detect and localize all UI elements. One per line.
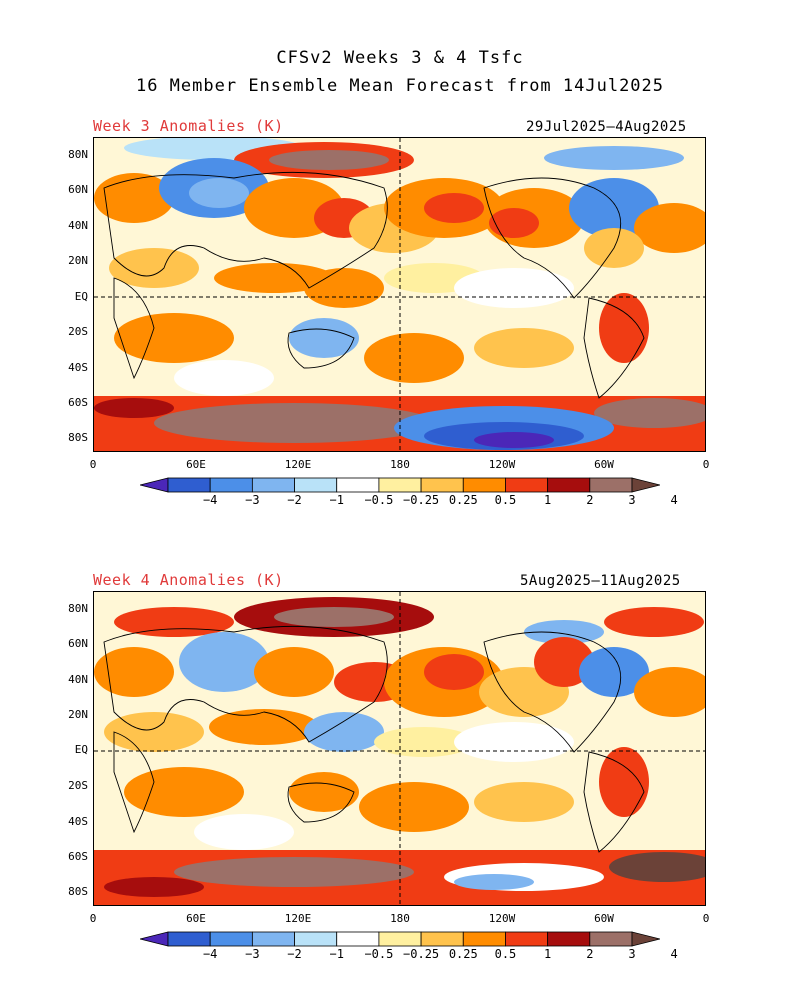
panel-2-dates: 5Aug2025—11Aug2025 xyxy=(520,573,681,589)
panel-2-lat-80n: 80N xyxy=(68,602,88,615)
panel-1-colorbar-label: −0.25 xyxy=(403,493,440,507)
panel-2-lon-120e: 120E xyxy=(284,912,312,925)
title-line-1: CFSv2 Weeks 3 & 4 Tsfc xyxy=(276,48,524,68)
panel-2-lat-40s: 40S xyxy=(68,815,88,828)
panel-1-lon-0: 0 xyxy=(89,458,97,471)
panel-2-colorbar-swatch xyxy=(378,931,422,947)
panel-1-map-svg xyxy=(94,138,705,451)
panel-1-lat-80s: 80S xyxy=(68,431,88,444)
panel-2-colorbar-swatch xyxy=(294,931,338,947)
panel-2-colorbar xyxy=(140,931,660,947)
panel-2-colorbar-label: 0.5 xyxy=(494,947,517,961)
panel-1-colorbar-label: 0.25 xyxy=(448,493,478,507)
panel-2-lon-120w: 120W xyxy=(488,912,516,925)
panel-1-lat-20n: 20N xyxy=(68,254,88,267)
panel-2-label: Week 4 Anomalies (K) xyxy=(93,571,284,589)
panel-2-colorbar-swatch xyxy=(547,931,591,947)
panel-1-lon-180: 180 xyxy=(390,458,410,471)
panel-2-lon-0: 0 xyxy=(89,912,97,925)
panel-1-lon-60w: 60W xyxy=(594,458,614,471)
panel-2-colorbar-label: −0.25 xyxy=(403,947,440,961)
panel-2-colorbar-label: 0.25 xyxy=(448,947,478,961)
panel-2-colorbar-swatch xyxy=(209,931,253,947)
panel-1-lon-120e: 120E xyxy=(284,458,312,471)
panel-2-lon-360: 0 xyxy=(702,912,710,925)
panel-1-lon-120w: 120W xyxy=(488,458,516,471)
panel-2-colorbar-label: 1 xyxy=(544,947,552,961)
panel-2-lon-180: 180 xyxy=(390,912,410,925)
panel-1-colorbar-swatch xyxy=(209,477,253,493)
panel-2-colorbar-label: 4 xyxy=(670,947,678,961)
panel-2-lat-60n: 60N xyxy=(68,637,88,650)
panel-1-colorbar-swatch xyxy=(420,477,464,493)
panel-2-lon-60w: 60W xyxy=(594,912,614,925)
panel-1-colorbar-swatch xyxy=(167,477,211,493)
panel-1-colorbar-swatch xyxy=(547,477,591,493)
panel-2-colorbar-label: −0.5 xyxy=(364,947,394,961)
panel-2-lat-80s: 80S xyxy=(68,885,88,898)
panel-1-colorbar-swatch xyxy=(378,477,422,493)
panel-1-lat-40s: 40S xyxy=(68,361,88,374)
panel-2-lat-40n: 40N xyxy=(68,673,88,686)
panel-2-colorbar-swatch xyxy=(167,931,211,947)
panel-1-colorbar-arrow-low xyxy=(140,477,169,493)
panel-1-lat-20s: 20S xyxy=(68,325,88,338)
panel-1-colorbar-label: −0.5 xyxy=(364,493,394,507)
panel-1-colorbar-label: 3 xyxy=(628,493,636,507)
panel-2-colorbar-arrow-high xyxy=(631,931,660,947)
panel-1-lat-eq: EQ xyxy=(74,290,88,303)
panel-1-map xyxy=(93,137,706,452)
panel-2-lat-20s: 20S xyxy=(68,779,88,792)
panel-1-colorbar xyxy=(140,477,660,493)
panel-1-colorbar-swatch xyxy=(462,477,506,493)
panel-1-colorbar-label: 2 xyxy=(586,493,594,507)
panel-1-lat-80n: 80N xyxy=(68,148,88,161)
panel-1-colorbar-label: 1 xyxy=(544,493,552,507)
panel-2-lat-eq: EQ xyxy=(74,743,88,756)
panel-1-lon-360: 0 xyxy=(702,458,710,471)
panel-1-colorbar-label: 0.5 xyxy=(494,493,517,507)
panel-1-colorbar-swatch xyxy=(294,477,338,493)
panel-1-colorbar-label: −1 xyxy=(329,493,344,507)
panel-2-colorbar-label: −2 xyxy=(287,947,302,961)
panel-1-lat-60n: 60N xyxy=(68,183,88,196)
panel-1-colorbar-label: −4 xyxy=(202,493,218,507)
panel-1-label: Week 3 Anomalies (K) xyxy=(93,117,284,135)
panel-2-lat-60s: 60S xyxy=(68,850,88,863)
panel-2-colorbar-swatch xyxy=(336,931,380,947)
panel-2-colorbar-label: 3 xyxy=(628,947,636,961)
panel-1-lat-60s: 60S xyxy=(68,396,88,409)
panel-2-map-svg xyxy=(94,592,705,905)
panel-2-lat-20n: 20N xyxy=(68,708,88,721)
panel-2-lon-60e: 60E xyxy=(186,912,206,925)
panel-2-colorbar-swatch xyxy=(251,931,295,947)
panel-2-colorbar-label: −4 xyxy=(202,947,218,961)
panel-1-lat-40n: 40N xyxy=(68,219,88,232)
panel-1-colorbar-swatch xyxy=(251,477,295,493)
panel-1-colorbar-label: −3 xyxy=(245,493,260,507)
panel-2-map xyxy=(93,591,706,906)
panel-2-colorbar-arrow-low xyxy=(140,931,169,947)
panel-1-colorbar-swatch xyxy=(589,477,633,493)
panel-1-colorbar-label: −2 xyxy=(287,493,302,507)
panel-1-colorbar-swatch xyxy=(505,477,549,493)
panel-2-colorbar-swatch xyxy=(505,931,549,947)
panel-2-colorbar-swatch xyxy=(420,931,464,947)
panel-2-colorbar-label: −1 xyxy=(329,947,344,961)
panel-2-colorbar-swatch xyxy=(589,931,633,947)
panel-1-dates: 29Jul2025—4Aug2025 xyxy=(526,119,687,135)
panel-1-colorbar-swatch xyxy=(336,477,380,493)
panel-2-colorbar-label: 2 xyxy=(586,947,594,961)
panel-2-colorbar-label: −3 xyxy=(245,947,260,961)
title-line-2: 16 Member Ensemble Mean Forecast from 14… xyxy=(135,76,665,96)
panel-2-colorbar-swatch xyxy=(462,931,506,947)
panel-1-lon-60e: 60E xyxy=(186,458,206,471)
panel-1-colorbar-label: 4 xyxy=(670,493,678,507)
panel-1-colorbar-arrow-high xyxy=(631,477,660,493)
